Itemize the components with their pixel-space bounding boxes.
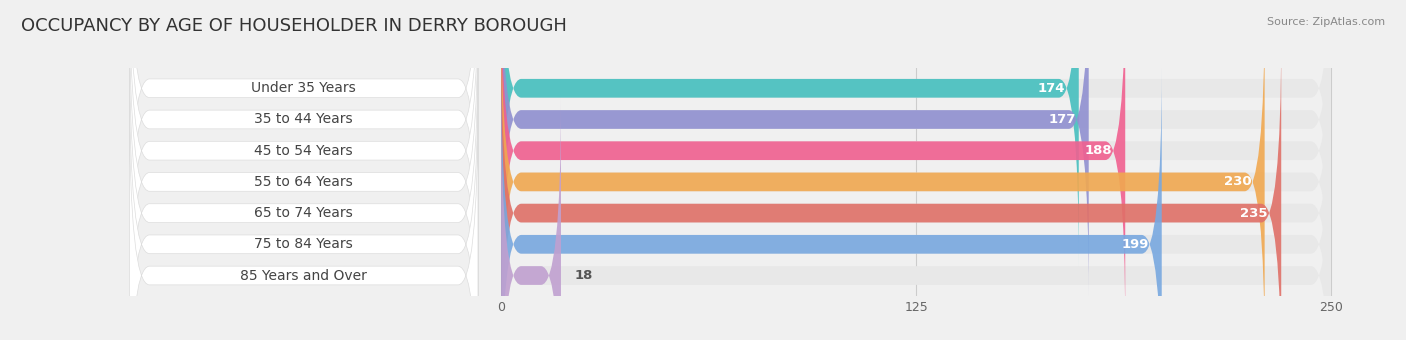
Text: 235: 235 <box>1240 207 1268 220</box>
FancyBboxPatch shape <box>501 4 1331 340</box>
Text: 199: 199 <box>1121 238 1149 251</box>
Text: 174: 174 <box>1038 82 1066 95</box>
Text: 55 to 64 Years: 55 to 64 Years <box>254 175 353 189</box>
FancyBboxPatch shape <box>501 66 1331 340</box>
FancyBboxPatch shape <box>501 0 1331 328</box>
FancyBboxPatch shape <box>129 0 478 298</box>
Text: OCCUPANCY BY AGE OF HOUSEHOLDER IN DERRY BOROUGH: OCCUPANCY BY AGE OF HOUSEHOLDER IN DERRY… <box>21 17 567 35</box>
Text: 18: 18 <box>574 269 592 282</box>
FancyBboxPatch shape <box>501 0 1331 298</box>
FancyBboxPatch shape <box>129 4 478 340</box>
FancyBboxPatch shape <box>129 0 478 266</box>
FancyBboxPatch shape <box>501 0 1078 266</box>
Text: 35 to 44 Years: 35 to 44 Years <box>254 113 353 126</box>
Text: 75 to 84 Years: 75 to 84 Years <box>254 237 353 251</box>
Text: 230: 230 <box>1223 175 1251 188</box>
FancyBboxPatch shape <box>129 98 478 340</box>
Text: 65 to 74 Years: 65 to 74 Years <box>254 206 353 220</box>
FancyBboxPatch shape <box>501 0 1331 266</box>
Text: 188: 188 <box>1084 144 1112 157</box>
FancyBboxPatch shape <box>129 66 478 340</box>
FancyBboxPatch shape <box>501 0 1125 328</box>
FancyBboxPatch shape <box>501 98 561 340</box>
Text: 45 to 54 Years: 45 to 54 Years <box>254 144 353 158</box>
FancyBboxPatch shape <box>501 35 1281 340</box>
FancyBboxPatch shape <box>501 0 1088 298</box>
Text: 177: 177 <box>1047 113 1076 126</box>
Text: Source: ZipAtlas.com: Source: ZipAtlas.com <box>1267 17 1385 27</box>
Text: 85 Years and Over: 85 Years and Over <box>240 269 367 283</box>
Text: Under 35 Years: Under 35 Years <box>252 81 356 95</box>
FancyBboxPatch shape <box>129 35 478 340</box>
FancyBboxPatch shape <box>501 4 1264 340</box>
FancyBboxPatch shape <box>501 35 1331 340</box>
FancyBboxPatch shape <box>501 66 1161 340</box>
FancyBboxPatch shape <box>501 98 1331 340</box>
FancyBboxPatch shape <box>129 0 478 328</box>
